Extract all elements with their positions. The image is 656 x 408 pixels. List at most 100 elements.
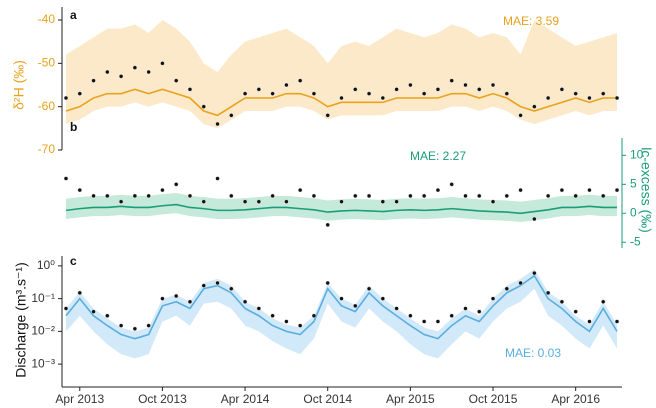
x-tick-label: Apr 2015 [386, 392, 435, 406]
observed-point [490, 296, 496, 301]
observed-point [573, 309, 578, 314]
x-tick-label: Oct 2014 [303, 392, 352, 406]
observed-point [91, 309, 96, 314]
observed-point [325, 113, 330, 118]
y-tick-label: -40 [38, 12, 56, 26]
y-tick-label: 10 [630, 148, 644, 162]
observed-point [270, 193, 275, 199]
observed-point [449, 78, 454, 83]
observed-point [463, 193, 468, 199]
observed-point [105, 69, 110, 75]
observed-point [132, 193, 138, 199]
observed-point [173, 78, 179, 83]
observed-point [339, 296, 344, 301]
observed-point [449, 182, 454, 187]
x-tick-label: Oct 2013 [138, 392, 187, 406]
observed-point [449, 313, 454, 318]
observed-point [160, 187, 165, 193]
observed-point [91, 78, 96, 83]
observed-point [311, 313, 317, 318]
observed-point [284, 319, 289, 324]
observed-point [545, 290, 551, 296]
y-tick-label: -60 [38, 99, 56, 113]
observed-point [77, 187, 82, 193]
observed-point [91, 193, 96, 199]
observed-point [118, 74, 124, 79]
observed-point [504, 286, 509, 291]
observed-point [256, 87, 262, 92]
y-tick-label: 10⁰ [37, 258, 55, 272]
observed-point [63, 95, 69, 101]
observed-point [587, 319, 592, 324]
mae-annotation: MAE: 3.59 [503, 14, 559, 28]
observed-point [435, 319, 441, 324]
observed-point [242, 299, 248, 304]
panel-letter: a [70, 8, 77, 22]
observed-point [270, 313, 275, 318]
uncertainty-band [66, 20, 617, 129]
y-tick-label: 5 [630, 176, 637, 190]
observed-point [408, 193, 413, 199]
observed-point [601, 91, 606, 96]
observed-point [132, 326, 138, 331]
observed-point [532, 270, 537, 276]
observed-point [229, 193, 234, 199]
observed-point [601, 193, 606, 199]
mae-annotation: MAE: 0.03 [505, 346, 561, 360]
observed-point [614, 187, 620, 193]
observed-point [146, 193, 151, 199]
observed-point [601, 299, 606, 304]
observed-point [215, 121, 220, 127]
uncertainty-band [66, 269, 617, 359]
observed-point [366, 91, 372, 96]
observed-point [297, 187, 303, 193]
panel-letter: c [70, 254, 77, 268]
observed-point [297, 323, 303, 328]
observed-point [518, 280, 523, 286]
observed-point [229, 113, 234, 118]
observed-point [187, 299, 193, 304]
y-tick-label: -50 [38, 56, 56, 70]
observed-point [339, 95, 344, 101]
observed-point [187, 193, 193, 199]
observed-point [63, 176, 69, 181]
observed-point [587, 95, 592, 101]
observed-point [146, 323, 151, 328]
observed-point [408, 313, 413, 318]
observed-point [187, 87, 193, 92]
observed-point [77, 91, 82, 96]
y-axis-label: lc-excess (‰) [638, 147, 654, 233]
observed-point [132, 65, 138, 70]
observed-point [380, 199, 386, 204]
observed-point [160, 296, 165, 301]
observed-point [518, 113, 523, 118]
observed-point [518, 187, 523, 193]
mae-annotation: MAE: 2.27 [410, 149, 466, 163]
observed-point [504, 91, 509, 96]
model-line [65, 88, 617, 117]
observed-point [160, 61, 165, 66]
x-tick-label: Oct 2015 [469, 392, 518, 406]
observed-point [477, 309, 482, 314]
observed-point [242, 91, 248, 96]
observed-point [229, 286, 234, 291]
observed-point [380, 95, 386, 101]
observed-point [353, 193, 358, 199]
observed-point [559, 187, 565, 193]
observed-point [146, 69, 151, 75]
observed-point [421, 193, 427, 199]
observed-point [477, 87, 482, 92]
observed-point [325, 222, 330, 228]
x-tick-label: Apr 2016 [551, 392, 600, 406]
observed-point [256, 306, 262, 311]
observed-point [284, 82, 289, 88]
observed-point [573, 91, 578, 96]
observed-point [366, 193, 372, 199]
observed-point [573, 193, 578, 199]
y-tick-label: 10⁻³ [31, 356, 55, 370]
observed-point [242, 199, 248, 204]
observed-point [394, 199, 399, 204]
observed-point [353, 87, 358, 92]
observed-point [421, 91, 427, 96]
